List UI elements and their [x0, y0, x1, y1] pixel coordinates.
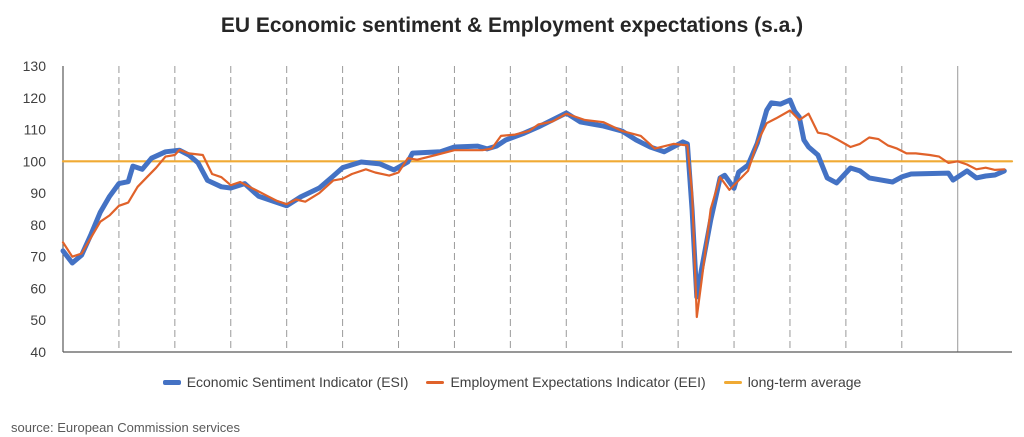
gridlines: [118, 66, 959, 352]
y-tick-label: 130: [23, 58, 47, 74]
legend-label-average: long-term average: [747, 374, 862, 390]
y-tick-label: 90: [30, 185, 46, 201]
y-tick-label: 80: [30, 217, 46, 233]
y-axis-ticks: 40 50 60 70 80 90 100 110 120 130: [23, 58, 47, 360]
chart-title: EU Economic sentiment & Employment expec…: [220, 14, 804, 37]
y-tick-label: 40: [30, 344, 46, 360]
legend-swatch-average: [723, 380, 742, 384]
y-tick-label: 120: [23, 90, 47, 106]
esi-line: [60, 97, 1007, 300]
y-tick-label: 110: [24, 122, 47, 138]
legend-swatch-eei: [426, 380, 445, 384]
legend-label-esi: Economic Sentiment Indicator (ESI): [186, 374, 409, 390]
eei-line: [61, 109, 1006, 319]
legend-item-esi: Economic Sentiment Indicator (ESI): [162, 374, 409, 390]
y-tick-label: 50: [30, 312, 46, 328]
y-tick-label: 70: [30, 249, 46, 265]
source-note: source: European Commission services: [11, 420, 241, 435]
y-tick-label: 60: [30, 280, 46, 296]
series-lines: [60, 97, 1014, 319]
y-tick-label: 100: [23, 153, 47, 169]
legend-swatch-esi: [162, 379, 181, 385]
legend: Economic Sentiment Indicator (ESI) Emplo…: [0, 374, 1024, 390]
legend-item-average: long-term average: [723, 374, 862, 390]
legend-label-eei: Employment Expectations Indicator (EEI): [450, 374, 706, 390]
legend-item-eei: Employment Expectations Indicator (EEI): [426, 374, 706, 390]
